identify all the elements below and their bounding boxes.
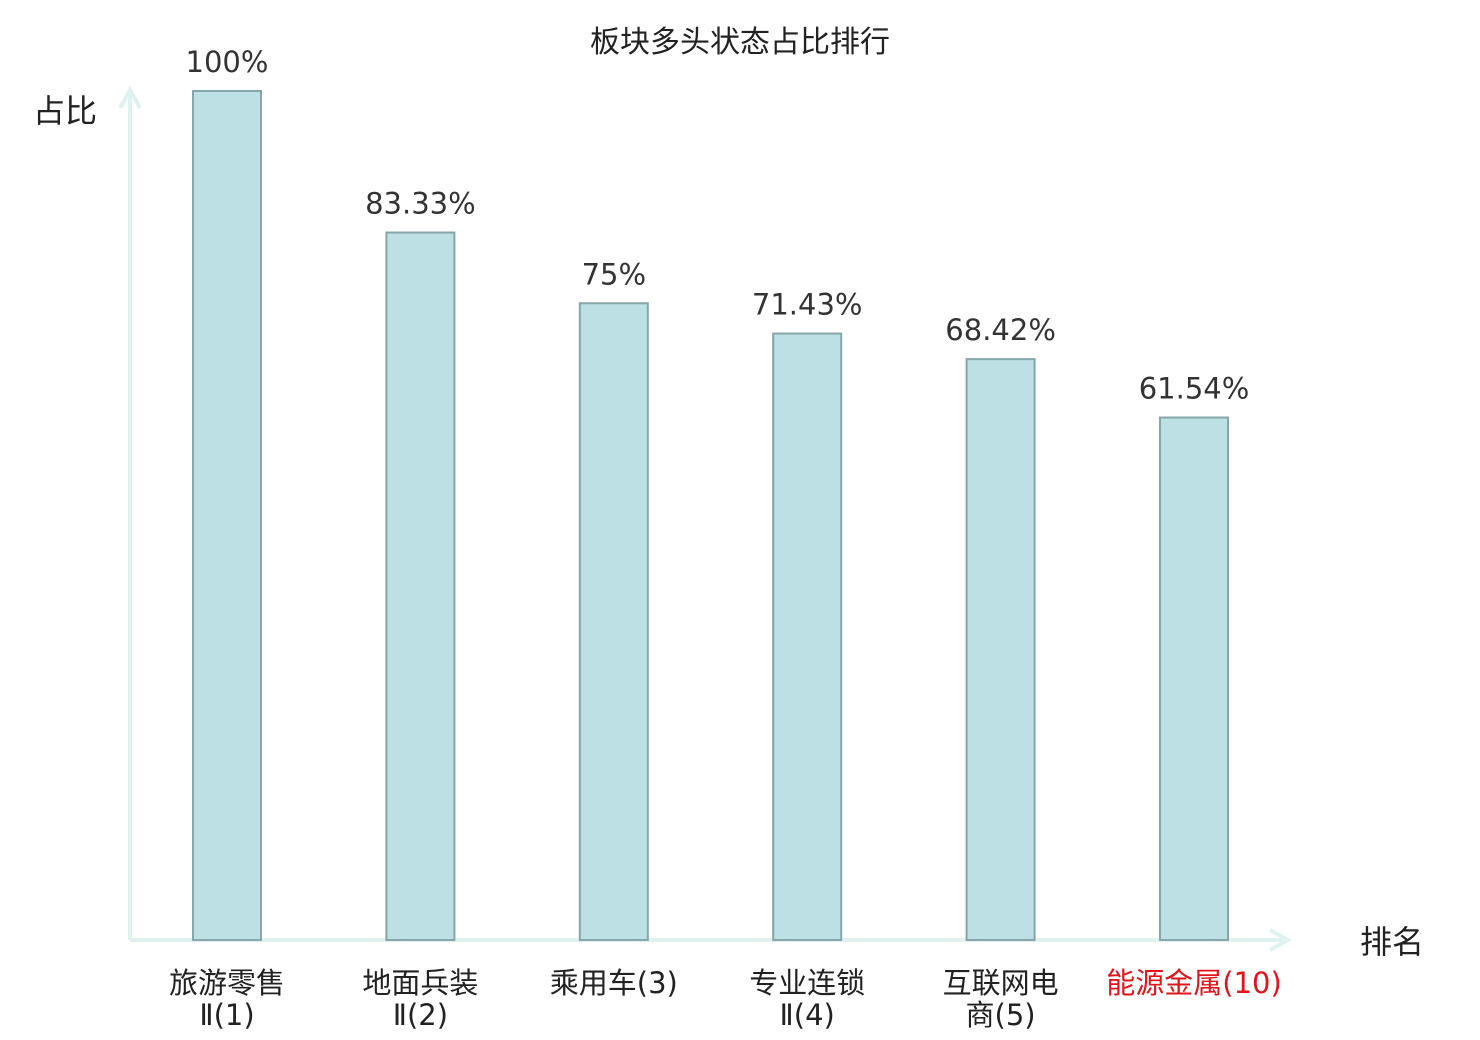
value-label-2: 83.33% [365,187,476,221]
x-axis [130,928,1293,952]
category-label-6-line-1: 能源金属(10) [1106,966,1282,1000]
category-label-5-line-1: 互联网电 [943,966,1059,1000]
bar-4 [772,332,843,941]
bar-1 [192,90,262,941]
value-label-5: 68.42% [945,313,1056,347]
value-label-6: 61.54% [1139,372,1250,406]
bar-3 [578,302,649,941]
bar-5 [965,358,1036,941]
bars-group [192,90,1229,941]
bar-2 [385,231,456,941]
category-label-2-line-2: Ⅱ(2) [393,998,448,1032]
category-label-4-line-2: Ⅱ(4) [780,998,835,1032]
category-label-1-line-1: 旅游零售 [169,966,285,1000]
y-axis-label: 占比 [33,92,97,130]
category-label-4-line-1: 专业连锁 [749,966,865,1000]
bar-6 [1159,416,1229,941]
x-axis-label: 排名 [1360,923,1424,961]
chart-title: 板块多头状态占比排行 [590,25,890,60]
category-label-5-line-2: 商(5) [966,998,1036,1032]
value-label-1: 100% [186,45,269,79]
y-axis [118,85,142,940]
category-label-3-line-1: 乘用车(3) [550,966,678,1000]
value-label-3: 75% [582,257,646,291]
value-label-4: 71.43% [752,288,863,322]
category-label-2-line-1: 地面兵装 [362,966,478,1000]
value-labels-group: 100% 83.33% 75% 71.43% 68.42% 61.54% [186,45,1250,406]
category-label-1-line-2: Ⅱ(1) [199,998,254,1032]
